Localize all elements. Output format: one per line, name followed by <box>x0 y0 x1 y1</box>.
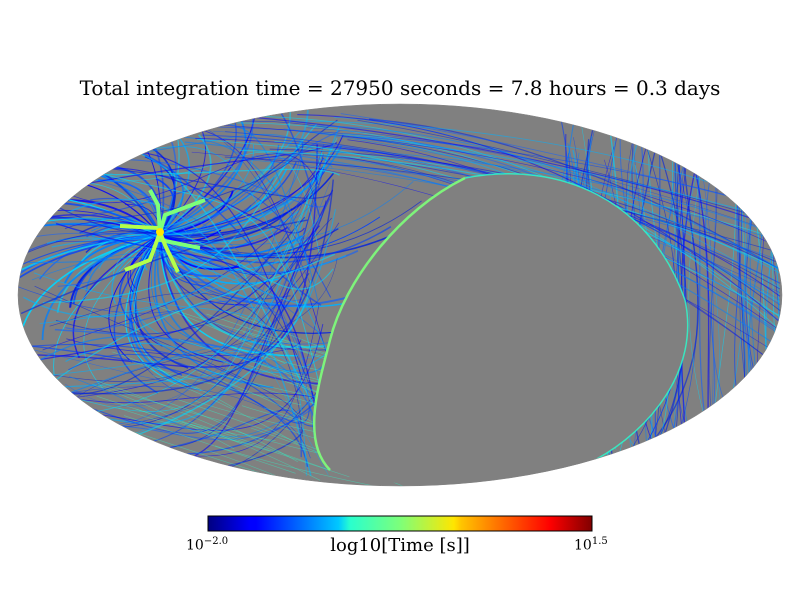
scan-streak <box>159 234 351 385</box>
hotspot-ray <box>148 189 162 233</box>
scan-streak <box>357 119 781 224</box>
map-outline <box>17 103 783 487</box>
scan-streak <box>98 384 228 423</box>
scan-streak <box>124 234 176 384</box>
hotspot-core <box>156 228 164 236</box>
hotspot <box>119 189 206 273</box>
scan-streak <box>65 300 306 370</box>
scan-streak <box>31 166 324 281</box>
scan-streak <box>159 104 291 236</box>
scan-streak <box>63 234 161 284</box>
scan-streak <box>197 112 781 229</box>
scan-streak <box>108 234 161 363</box>
scan-streak <box>21 230 325 434</box>
scan-streak <box>780 135 782 466</box>
scan-streak <box>91 383 235 450</box>
scan-streak <box>205 449 353 486</box>
scan-streak <box>368 118 781 271</box>
scan-streak <box>58 258 338 413</box>
scan-streak <box>112 351 236 410</box>
scan-streak <box>53 253 336 383</box>
scan-streak <box>31 179 334 395</box>
scan-streak <box>174 310 304 348</box>
scan-streak <box>41 234 161 340</box>
scan-streak <box>118 407 248 445</box>
scan-streak <box>42 123 318 304</box>
hotspot-ray <box>158 231 180 273</box>
scan-streak <box>18 144 318 368</box>
scan-streak <box>129 360 302 406</box>
scan-streak <box>33 272 307 476</box>
scan-streak <box>340 113 781 211</box>
scan-streak <box>239 115 781 331</box>
scan-streak <box>157 305 286 364</box>
scan-streak <box>68 354 310 424</box>
terminator-edge <box>312 176 466 471</box>
scan-streak <box>159 110 309 236</box>
scan-streak <box>97 381 238 437</box>
scan-streak <box>154 234 274 389</box>
scan-streak <box>190 424 350 478</box>
scan-streak <box>47 345 320 402</box>
scan-streak <box>55 222 325 459</box>
scan-streak <box>308 125 781 270</box>
scan-streak <box>47 137 338 412</box>
colorbar <box>207 515 593 532</box>
scan-streak <box>214 445 387 486</box>
scan-streak <box>178 339 336 385</box>
scan-streak <box>204 123 781 249</box>
scan-streak <box>56 234 161 313</box>
scan-streak <box>65 182 331 407</box>
scan-streak <box>39 215 322 324</box>
scan-streak <box>283 128 781 242</box>
scan-streak <box>641 120 686 451</box>
scan-streak <box>56 153 319 204</box>
scan-streak <box>67 198 312 477</box>
scan-streak <box>33 232 321 333</box>
colorbar-max-label: 101.5 <box>574 536 608 554</box>
scan-streak <box>124 415 296 474</box>
scan-streak <box>182 421 321 481</box>
scan-streak <box>35 335 326 374</box>
scan-streak <box>63 125 341 425</box>
scan-streak <box>135 408 276 442</box>
scan-streak <box>30 350 306 399</box>
scan-streak <box>152 375 298 445</box>
scan-streak <box>188 420 331 471</box>
hotspot-ray <box>124 231 162 272</box>
scan-streak <box>159 226 289 250</box>
scan-streak <box>49 292 303 437</box>
chart-title: Total integration time = 27950 seconds =… <box>79 76 721 100</box>
scan-streak <box>23 104 321 218</box>
scan-streak <box>83 234 161 390</box>
scan-streak <box>306 127 781 235</box>
scan-streak <box>88 234 161 277</box>
scan-streak <box>26 200 317 254</box>
colorbar-min-label: 10−2.0 <box>186 536 229 554</box>
hotspot-ray <box>158 198 206 233</box>
unobserved-region <box>314 173 688 486</box>
scan-streak <box>237 122 781 318</box>
scan-streak <box>18 181 308 384</box>
scan-streak <box>96 395 270 452</box>
terminator-edge-right <box>464 173 689 461</box>
scan-streak <box>167 402 298 463</box>
scan-streak <box>113 234 161 394</box>
colorbar-label: log10[Time [s]] <box>330 535 470 556</box>
scan-streak <box>18 217 334 290</box>
